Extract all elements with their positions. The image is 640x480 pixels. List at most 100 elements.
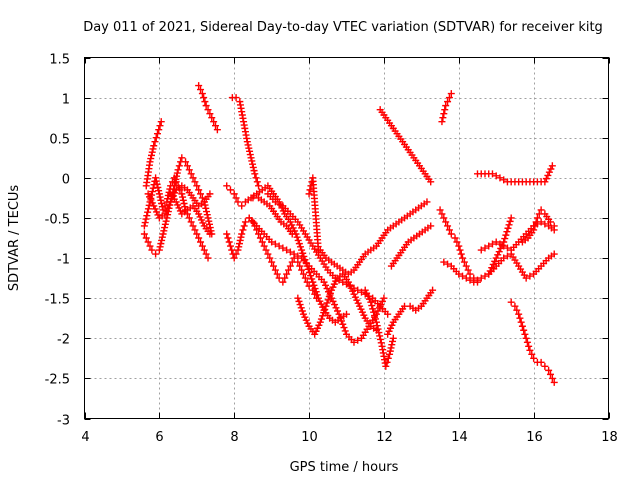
data-point [161, 224, 169, 232]
data-point [252, 174, 260, 182]
data-point [230, 254, 238, 262]
series-track-13 [305, 174, 322, 254]
data-point [163, 214, 171, 222]
data-point [296, 301, 304, 309]
x-tick-label: 14 [451, 430, 468, 445]
data-point [249, 160, 257, 168]
data-point [481, 272, 489, 280]
data-point [258, 238, 266, 246]
data-point [234, 198, 242, 206]
data-point [171, 179, 179, 187]
data-point [146, 158, 154, 166]
data-point [533, 214, 541, 222]
data-point [326, 289, 334, 297]
data-point [143, 212, 151, 220]
data-point [532, 218, 540, 226]
data-point [148, 246, 156, 254]
data-point [456, 246, 464, 254]
data-point [239, 226, 247, 234]
data-point [232, 194, 240, 202]
data-point [380, 294, 388, 302]
data-point [262, 246, 270, 254]
data-point [140, 222, 148, 230]
data-point [460, 258, 468, 266]
y-tick-label: -1.5 [45, 293, 70, 308]
y-tick-label: 0 [62, 173, 70, 188]
series-track-4 [144, 182, 214, 222]
data-point [503, 252, 511, 260]
data-point [382, 362, 390, 370]
data-point [372, 315, 380, 323]
data-point [249, 163, 257, 171]
data-point [157, 196, 165, 204]
data-point [230, 190, 238, 198]
data-point [173, 169, 181, 177]
data-point [275, 242, 283, 250]
data-point [170, 182, 178, 190]
data-point [206, 230, 214, 238]
data-point [325, 293, 333, 301]
data-point [155, 187, 163, 195]
data-point [271, 198, 279, 206]
y-tick-labels: -3 -2.5 -2 -1.5 -1 -0.5 0 0.5 1 1.5 [45, 53, 70, 429]
data-point [213, 126, 221, 134]
data-point [250, 167, 258, 175]
data-point [286, 262, 294, 270]
data-point [273, 270, 281, 278]
data-point [332, 304, 340, 312]
series-track-6 [195, 82, 221, 134]
data-point [144, 238, 152, 246]
data-point [371, 312, 379, 320]
data-point [298, 307, 306, 315]
data-point [245, 144, 253, 152]
data-point [477, 246, 485, 254]
series-track-7 [223, 214, 321, 302]
data-point [232, 94, 240, 102]
data-point [545, 168, 553, 176]
data-point [305, 282, 313, 290]
x-tick-label: 12 [376, 430, 393, 445]
data-point [174, 166, 182, 174]
data-point [299, 270, 307, 278]
y-tick-label: -3 [57, 414, 70, 429]
data-point [295, 240, 303, 248]
data-point [322, 281, 330, 289]
data-point [378, 297, 386, 305]
data-point [354, 286, 362, 294]
data-point [462, 262, 470, 270]
data-point [438, 118, 446, 126]
data-point [515, 310, 523, 318]
data-point [268, 238, 276, 246]
data-point [526, 272, 534, 280]
data-point [502, 231, 510, 239]
x-tick-label: 4 [81, 430, 89, 445]
series-track-19 [438, 90, 455, 126]
data-point [492, 238, 500, 246]
data-point [548, 162, 556, 170]
data-point [189, 222, 197, 230]
data-point [507, 298, 515, 306]
data-point [286, 248, 294, 256]
y-tick-label: -0.5 [45, 213, 70, 228]
data-point [288, 230, 296, 238]
data-point [525, 342, 533, 350]
x-tick-label: 18 [601, 430, 618, 445]
data-point [308, 275, 316, 283]
data-point [246, 151, 254, 159]
data-point [511, 302, 519, 310]
data-point [305, 190, 313, 198]
data-point [197, 190, 205, 198]
y-tick-label: 1 [62, 93, 70, 108]
data-point [156, 243, 164, 251]
series-track-14 [316, 198, 431, 278]
data-point [369, 305, 377, 313]
data-point [201, 201, 209, 209]
data-point [500, 242, 508, 250]
data-point [324, 296, 332, 304]
data-point [367, 298, 375, 306]
data-point [389, 334, 397, 342]
series-track-3 [142, 118, 165, 190]
data-point [156, 122, 164, 130]
data-point [338, 317, 346, 325]
